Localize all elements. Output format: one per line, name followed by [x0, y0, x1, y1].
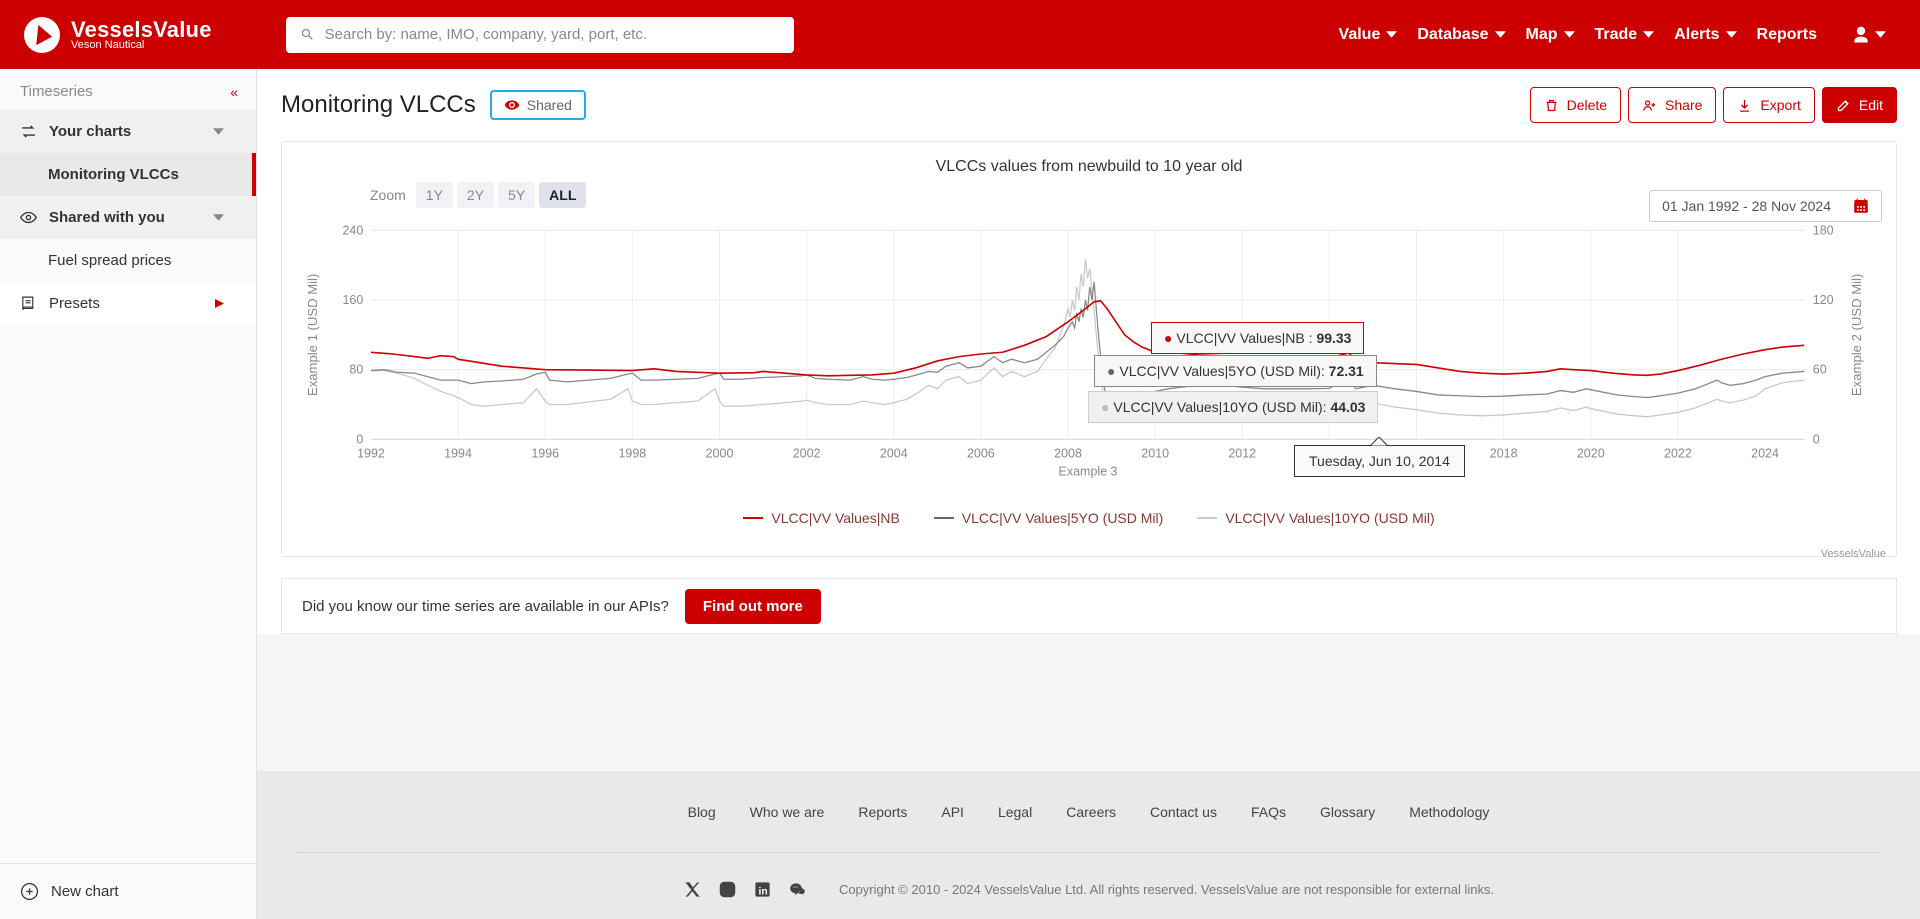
svg-text:2000: 2000 — [706, 445, 734, 460]
svg-text:60: 60 — [1813, 361, 1827, 376]
svg-text:120: 120 — [1813, 292, 1834, 307]
svg-text:2012: 2012 — [1228, 445, 1256, 460]
svg-text:Example 3: Example 3 — [1059, 463, 1118, 478]
svg-text:2018: 2018 — [1490, 445, 1518, 460]
svg-text:in: in — [758, 886, 767, 897]
svg-text:1998: 1998 — [618, 445, 646, 460]
svg-text:Example 2 (USD Mil): Example 2 (USD Mil) — [1849, 274, 1864, 396]
svg-text:2010: 2010 — [1141, 445, 1169, 460]
svg-text:2024: 2024 — [1751, 445, 1779, 460]
svg-text:Example 1 (USD Mil): Example 1 (USD Mil) — [305, 274, 320, 396]
svg-text:0: 0 — [1813, 431, 1820, 446]
svg-text:0: 0 — [356, 431, 363, 446]
svg-text:240: 240 — [342, 222, 363, 237]
svg-text:80: 80 — [349, 361, 363, 376]
svg-text:2006: 2006 — [967, 445, 995, 460]
svg-text:2022: 2022 — [1664, 445, 1692, 460]
svg-text:1996: 1996 — [531, 445, 559, 460]
svg-text:180: 180 — [1813, 222, 1834, 237]
svg-text:2008: 2008 — [1054, 445, 1082, 460]
svg-text:2002: 2002 — [793, 445, 821, 460]
svg-text:2020: 2020 — [1577, 445, 1605, 460]
svg-text:1992: 1992 — [357, 445, 385, 460]
svg-text:1994: 1994 — [444, 445, 472, 460]
svg-text:2004: 2004 — [880, 445, 908, 460]
svg-text:160: 160 — [342, 292, 363, 307]
